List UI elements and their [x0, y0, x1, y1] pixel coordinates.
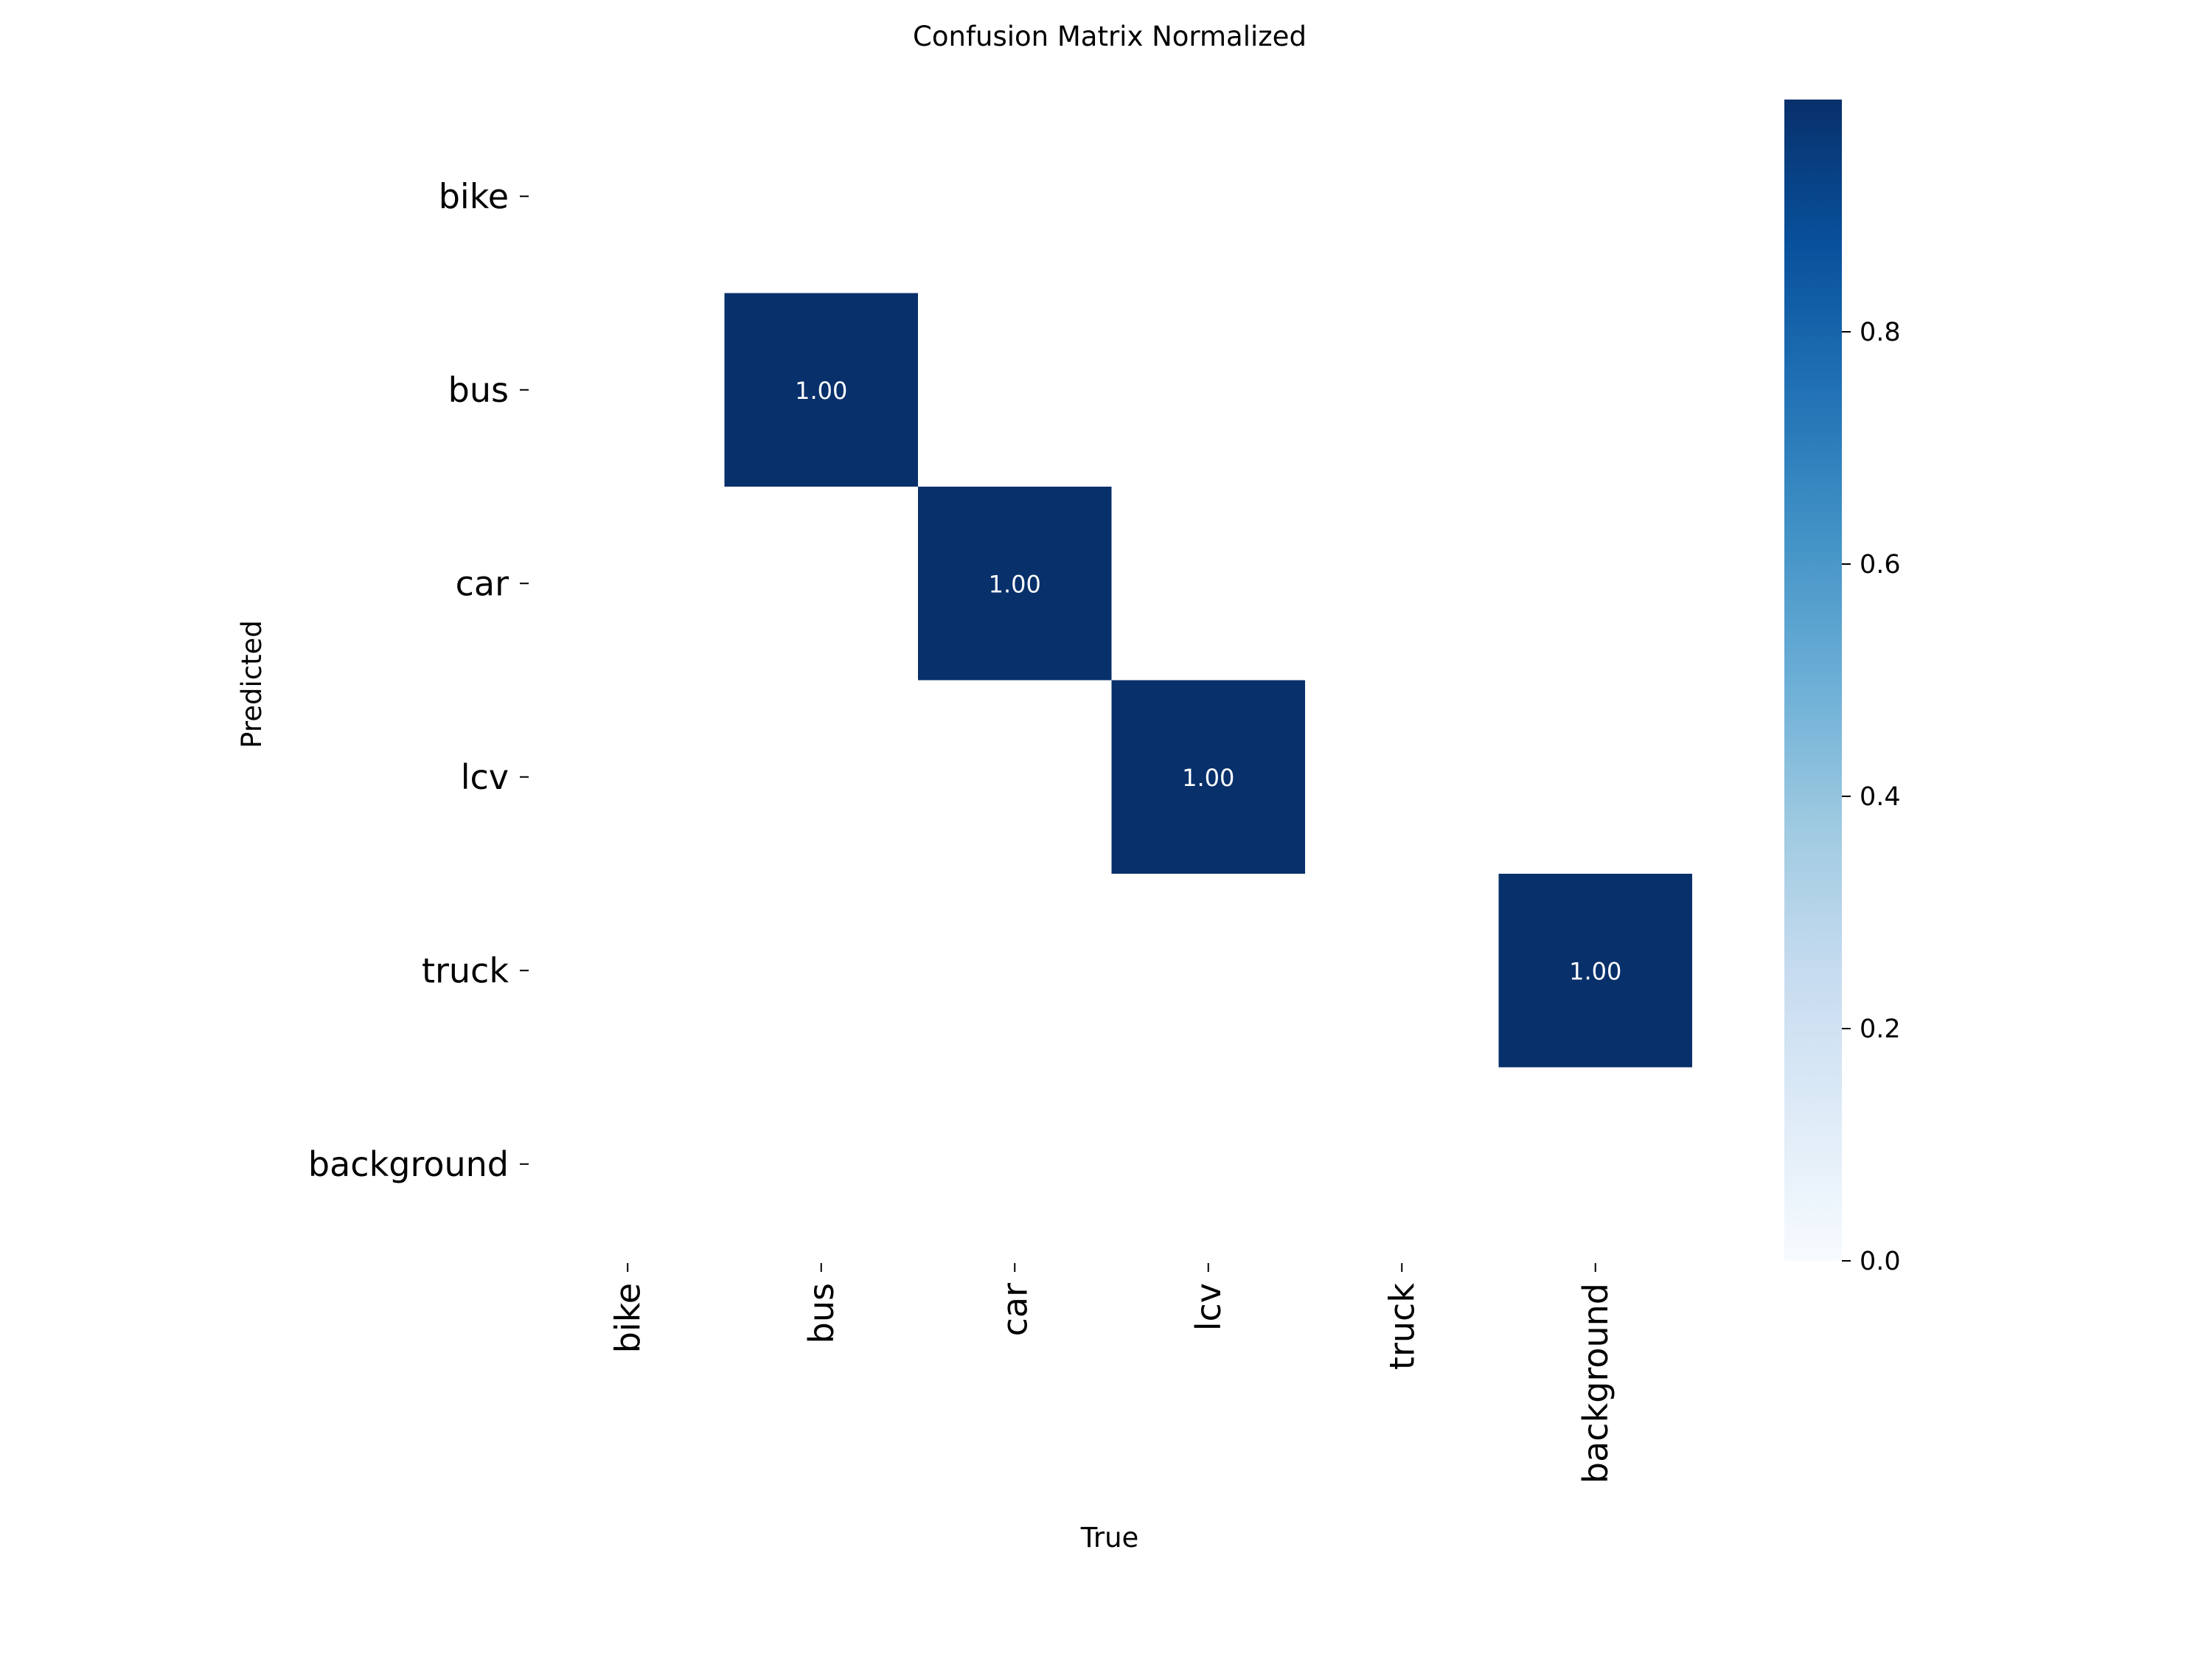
y-tick-labels: bike bus car lcv truck background — [308, 176, 529, 1184]
cell-value-label: 1.00 — [1182, 764, 1234, 792]
x-tick-label-bus: bus — [801, 1283, 841, 1343]
y-tick-label-bus: bus — [448, 370, 509, 410]
cell-value-label: 1.00 — [795, 377, 847, 405]
x-tick-label-bike: bike — [608, 1283, 647, 1353]
heatmap-cell-lcv-lcv — [1111, 680, 1305, 874]
chart-title: Confusion Matrix Normalized — [913, 21, 1307, 52]
colorbar-tick-label: 0.0 — [1860, 1247, 1901, 1276]
y-tick-label-lcv: lcv — [461, 757, 509, 797]
x-tick-label-lcv: lcv — [1189, 1283, 1228, 1331]
cell-value-label: 1.00 — [989, 570, 1041, 598]
y-tick-label-background: background — [308, 1144, 509, 1184]
colorbar-tick-label: 0.4 — [1860, 782, 1901, 812]
colorbar-ticks: 0.0 0.2 0.4 0.6 0.8 — [1842, 318, 1901, 1276]
colorbar-gradient — [1784, 100, 1842, 1261]
colorbar: 0.0 0.2 0.4 0.6 0.8 — [1784, 100, 1901, 1276]
y-tick-label-car: car — [456, 563, 509, 603]
y-tick-label-bike: bike — [439, 176, 509, 216]
colorbar-tick-label: 0.2 — [1860, 1015, 1901, 1044]
cell-value-label: 1.00 — [1569, 957, 1621, 985]
heatmap-cell-car-car — [918, 487, 1112, 681]
x-tick-label-truck: truck — [1382, 1283, 1422, 1370]
y-tick-label-truck: truck — [422, 950, 509, 990]
heatmap-cell-bus-bus — [724, 293, 918, 487]
x-tick-labels: bike bus car lcv truck background — [608, 1263, 1615, 1484]
x-tick-label-car: car — [995, 1283, 1034, 1336]
y-axis-label: Predicted — [236, 620, 268, 748]
colorbar-tick-label: 0.8 — [1860, 318, 1901, 347]
heatmap-cells: 1.00 1.00 1.00 1.00 — [724, 293, 1692, 1068]
x-tick-label-background: background — [1576, 1283, 1615, 1484]
x-axis-label: True — [1080, 1522, 1139, 1554]
colorbar-tick-label: 0.6 — [1860, 550, 1901, 580]
heatmap-cell-truck-background — [1498, 874, 1692, 1068]
